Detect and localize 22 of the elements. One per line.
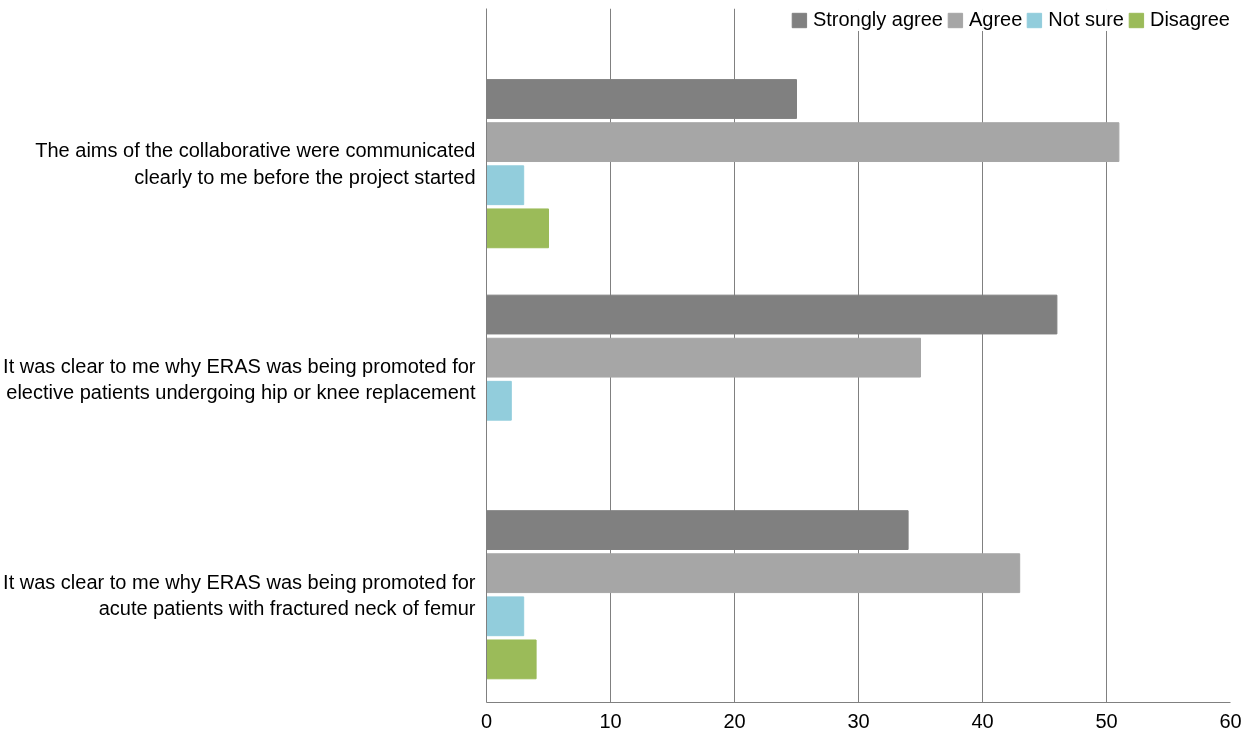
y-tick-label: The aims of the collaborative were communicated clearly to me before the project started — [35, 139, 476, 188]
y-tick-label: It was clear to me why ERAS was being promoted for elective patients undergoing hip or knee replacement — [3, 355, 476, 404]
x-tick-label: 0 — [480, 709, 493, 732]
x-tick-label: 40 — [971, 709, 994, 732]
legend-label: Agree — [968, 8, 1023, 31]
legend-label: Disagree — [1149, 8, 1230, 31]
bar — [486, 553, 1021, 594]
legend-label: Strongly agree — [812, 8, 943, 31]
bar — [486, 122, 1120, 163]
x-tick-label: 20 — [723, 709, 746, 732]
x-tick-label: 60 — [1219, 709, 1242, 732]
bar — [486, 639, 537, 680]
x-tick-label: 30 — [847, 709, 870, 732]
x-tick-label: 50 — [1095, 709, 1118, 732]
bar — [486, 208, 549, 249]
y-tick-label: It was clear to me why ERAS was being promoted for acute patients with fractured neck of femur — [3, 570, 476, 619]
x-tick-label: 10 — [599, 709, 622, 732]
bar — [486, 165, 525, 206]
legend-label: Not sure — [1048, 8, 1124, 31]
bar — [486, 380, 512, 421]
bar — [486, 337, 921, 378]
bar — [486, 596, 525, 637]
